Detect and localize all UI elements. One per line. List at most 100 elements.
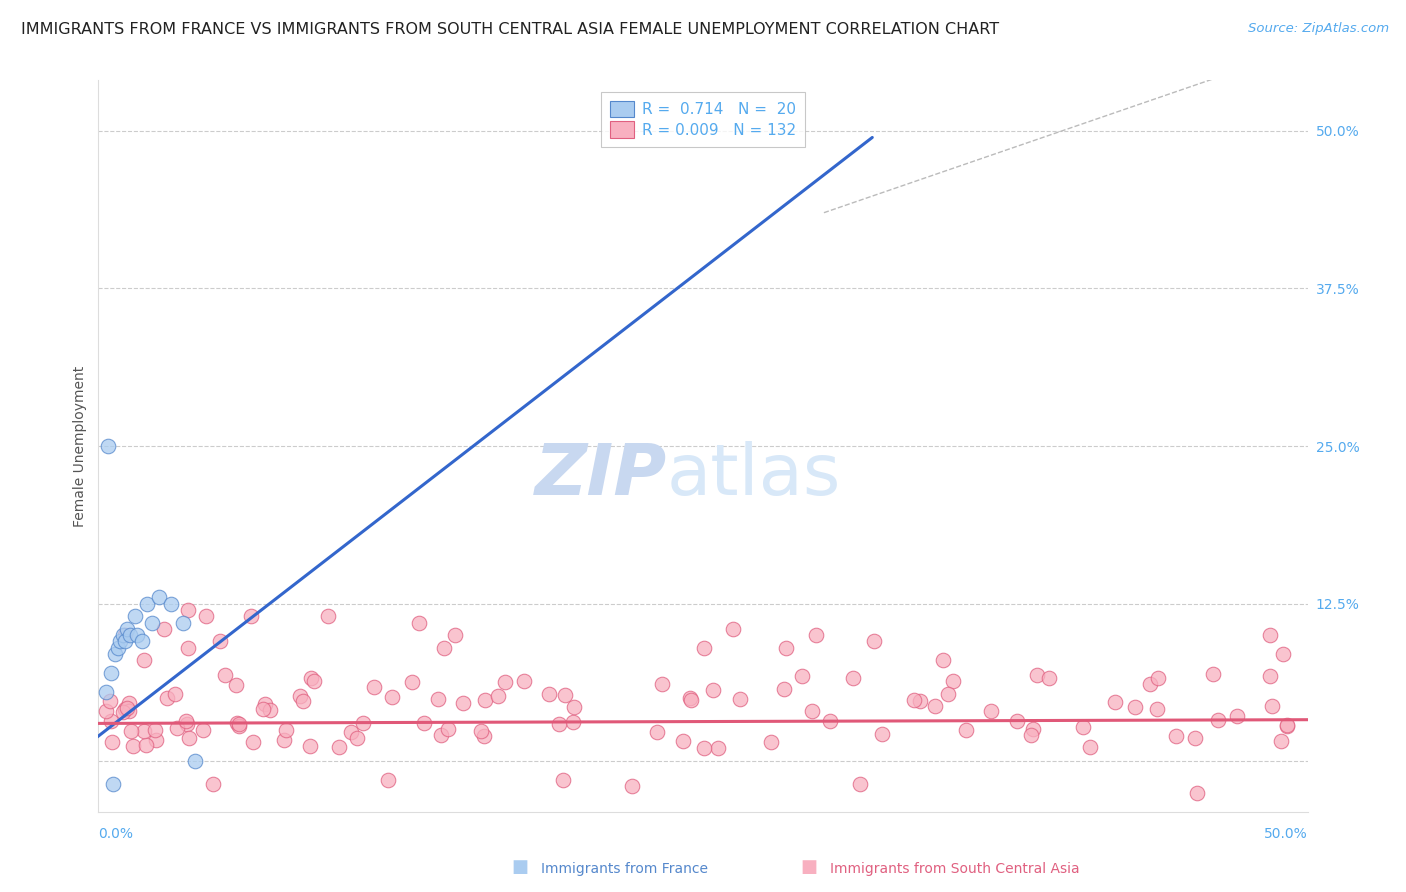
Immigrants from South Central Asia [1164, 729, 1187, 743]
Immigrants from France [114, 634, 136, 648]
Immigrants from South Central Asia [443, 628, 465, 642]
Immigrants from South Central Asia [562, 715, 585, 730]
Immigrants from South Central Asia [276, 723, 298, 738]
Immigrants from South Central Asia [352, 715, 374, 730]
Immigrants from South Central Asia [693, 640, 716, 655]
Immigrants from South Central Asia [692, 741, 714, 756]
Text: Immigrants from South Central Asia: Immigrants from South Central Asia [830, 862, 1080, 876]
Immigrants from South Central Asia [903, 693, 925, 707]
Immigrants from South Central Asia [679, 692, 702, 706]
Immigrants from South Central Asia [177, 731, 200, 745]
Immigrants from South Central Asia [176, 714, 198, 728]
Immigrants from South Central Asia [486, 690, 509, 704]
Immigrants from South Central Asia [94, 704, 117, 718]
Immigrants from South Central Asia [225, 716, 247, 731]
Immigrants from South Central Asia [1184, 731, 1206, 745]
Text: ZIP: ZIP [534, 441, 666, 509]
Text: ■: ■ [512, 858, 529, 876]
Immigrants from South Central Asia [143, 723, 166, 738]
Immigrants from France [148, 591, 170, 605]
Immigrants from South Central Asia [702, 682, 724, 697]
Immigrants from France [160, 597, 183, 611]
Immigrants from South Central Asia [842, 671, 865, 685]
Immigrants from South Central Asia [177, 640, 200, 655]
Immigrants from South Central Asia [176, 717, 198, 731]
Immigrants from South Central Asia [291, 694, 314, 708]
Immigrants from France [184, 754, 207, 768]
Immigrants from South Central Asia [304, 673, 326, 688]
Immigrants from South Central Asia [225, 678, 247, 692]
Immigrants from South Central Asia [941, 674, 963, 689]
Immigrants from France [108, 634, 131, 648]
Immigrants from South Central Asia [176, 603, 198, 617]
Immigrants from South Central Asia [1208, 713, 1230, 727]
Immigrants from South Central Asia [1226, 709, 1249, 723]
Immigrants from South Central Asia [228, 717, 250, 731]
Immigrants from South Central Asia [194, 609, 217, 624]
Immigrants from South Central Asia [1271, 647, 1294, 661]
Immigrants from South Central Asia [804, 628, 827, 642]
Immigrants from South Central Asia [1104, 695, 1126, 709]
Immigrants from South Central Asia [1021, 728, 1043, 742]
Immigrants from South Central Asia [430, 729, 453, 743]
Immigrants from South Central Asia [381, 690, 404, 705]
Immigrants from South Central Asia [932, 653, 955, 667]
Immigrants from South Central Asia [427, 691, 450, 706]
Immigrants from South Central Asia [554, 688, 576, 702]
Immigrants from South Central Asia [1038, 672, 1060, 686]
Text: Immigrants from France: Immigrants from France [541, 862, 709, 876]
Immigrants from South Central Asia [98, 694, 121, 708]
Immigrants from South Central Asia [328, 740, 350, 755]
Immigrants from France [101, 777, 124, 791]
Immigrants from South Central Asia [340, 724, 363, 739]
Immigrants from South Central Asia [1071, 720, 1094, 734]
Immigrants from South Central Asia [228, 719, 250, 733]
Immigrants from France [104, 647, 127, 661]
Immigrants from South Central Asia [562, 700, 585, 714]
Immigrants from South Central Asia [273, 733, 295, 747]
Immigrants from South Central Asia [191, 723, 214, 737]
Immigrants from South Central Asia [1139, 677, 1161, 691]
Immigrants from South Central Asia [553, 773, 575, 788]
Immigrants from South Central Asia [721, 622, 744, 636]
Immigrants from South Central Asia [408, 615, 430, 630]
Immigrants from South Central Asia [862, 634, 884, 648]
Immigrants from South Central Asia [118, 704, 141, 718]
Immigrants from South Central Asia [202, 777, 225, 791]
Text: 0.0%: 0.0% [98, 827, 134, 841]
Immigrants from South Central Asia [437, 722, 460, 736]
Immigrants from South Central Asia [1202, 666, 1225, 681]
Immigrants from South Central Asia [132, 723, 155, 738]
Immigrants from South Central Asia [145, 732, 167, 747]
Immigrants from South Central Asia [240, 609, 263, 624]
Immigrants from South Central Asia [1005, 714, 1028, 728]
Immigrants from South Central Asia [1146, 702, 1168, 716]
Text: 50.0%: 50.0% [1264, 827, 1308, 841]
Immigrants from South Central Asia [377, 773, 399, 788]
Immigrants from South Central Asia [259, 703, 281, 717]
Immigrants from South Central Asia [214, 668, 236, 682]
Immigrants from South Central Asia [924, 698, 946, 713]
Immigrants from South Central Asia [363, 680, 385, 694]
Immigrants from South Central Asia [135, 738, 157, 752]
Immigrants from South Central Asia [1147, 671, 1170, 685]
Immigrants from South Central Asia [298, 739, 321, 753]
Immigrants from South Central Asia [316, 609, 339, 624]
Immigrants from France [111, 628, 134, 642]
Immigrants from France [118, 628, 141, 642]
Immigrants from France [135, 597, 157, 611]
Immigrants from South Central Asia [1125, 699, 1147, 714]
Immigrants from France [97, 439, 120, 453]
Immigrants from South Central Asia [165, 687, 187, 701]
Immigrants from South Central Asia [645, 724, 668, 739]
Immigrants from South Central Asia [1270, 734, 1292, 748]
Immigrants from South Central Asia [910, 694, 932, 708]
Immigrants from South Central Asia [100, 714, 122, 728]
Immigrants from South Central Asia [1025, 668, 1047, 682]
Immigrants from South Central Asia [620, 780, 643, 794]
Immigrants from South Central Asia [114, 628, 136, 642]
Immigrants from South Central Asia [980, 705, 1002, 719]
Immigrants from South Central Asia [253, 697, 276, 711]
Immigrants from France [131, 634, 153, 648]
Immigrants from South Central Asia [1275, 719, 1298, 733]
